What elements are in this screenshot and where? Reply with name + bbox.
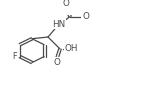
Text: O: O [63,0,69,8]
Text: O: O [82,12,89,21]
Text: HN: HN [52,20,66,29]
Text: F: F [12,52,17,61]
Text: OH: OH [64,44,78,53]
Text: O: O [54,58,60,67]
